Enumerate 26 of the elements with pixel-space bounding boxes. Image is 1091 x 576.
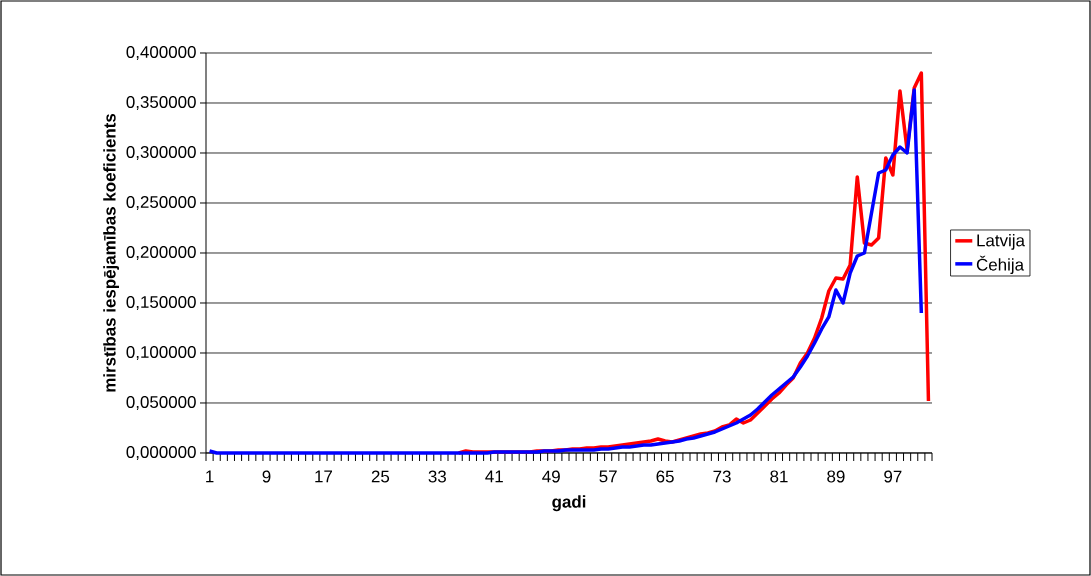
y-tick-label: 0,400000	[126, 45, 196, 60]
x-tick-label: 33	[428, 470, 446, 483]
y-tick-label: 0,050000	[126, 395, 196, 410]
x-tick-label: 97	[884, 470, 902, 483]
x-tick-label: 73	[713, 470, 731, 483]
x-tick-label: 49	[542, 470, 560, 483]
y-axis-title: mirstības iespējamības koeficients	[103, 113, 120, 392]
y-tick-label: 0,200000	[126, 245, 196, 260]
x-tick-label: 9	[262, 470, 271, 483]
x-tick-label: 81	[770, 470, 788, 483]
y-tick-label: 0,300000	[126, 145, 196, 160]
x-tick-label: 17	[315, 470, 333, 483]
x-tick-label: 1	[206, 470, 214, 483]
x-axis-title: gadi	[552, 495, 586, 512]
x-tick-label: 25	[371, 470, 390, 483]
x-tick-label: 89	[827, 470, 845, 483]
y-tick-label: 0,000000	[126, 445, 196, 460]
x-tick-label: 65	[656, 470, 674, 483]
y-tick-label: 0,250000	[126, 195, 196, 210]
x-tick-label: 41	[485, 470, 503, 483]
y-tick-label: 0,350000	[126, 95, 196, 110]
y-tick-label: 0,150000	[126, 295, 196, 310]
x-tick-label: 57	[599, 470, 617, 483]
y-tick-label: 0,100000	[126, 345, 196, 360]
legend-label: Čehija	[976, 255, 1025, 275]
legend-label: Latvija	[977, 233, 1025, 250]
